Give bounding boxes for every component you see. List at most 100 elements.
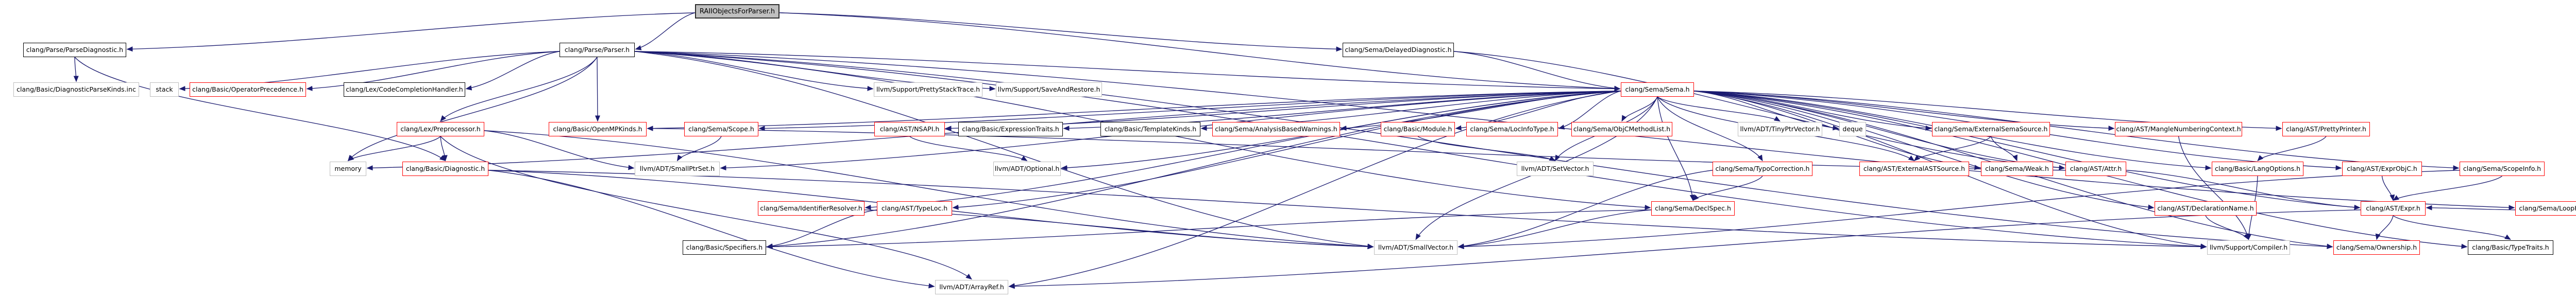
edge-sema-to-arrayref [1008,91,1621,289]
graph-node-specifiers[interactable]: clang/Basic/Specifiers.h [683,240,766,255]
edge-typocorr-to-declspec [1692,175,1763,201]
graph-node-extastsrc[interactable]: clang/AST/ExternalASTSource.h [1859,162,1969,176]
edge-preproc-to-smallvector [484,130,1374,249]
edge-parser-to-smallvector [634,51,1374,249]
edge-extsemasrc-to-weak [1990,136,2018,162]
graph-node-parsekindsinc: clang/Basic/DiagnosticParseKinds.inc [13,82,139,97]
edge-scopeinfo-to-smallvector [1458,170,2460,250]
edge-delayeddiag-to-attr [1453,51,2065,170]
edge-scopeinfo-to-expr [2393,175,2502,201]
graph-node-templkinds[interactable]: clang/Basic/TemplateKinds.h [1100,122,1200,136]
edge-extsemasrc-to-extastsrc [1913,136,1991,162]
edge-delayeddiag-to-sema [1453,51,1621,91]
graph-node-stack: stack [150,82,179,97]
edge-parser-to-preproc [440,57,598,122]
edge-manglenum-to-compiler [2178,136,2250,240]
graph-node-scope[interactable]: clang/Sema/Scope.h [684,122,758,136]
graph-node-typeloc[interactable]: clang/AST/TypeLoc.h [877,201,952,216]
graph-node-expr[interactable]: clang/AST/Expr.h [2361,201,2426,216]
graph-node-locinfo[interactable]: clang/Sema/LocInfoType.h [1466,122,1558,136]
graph-node-exprobjc[interactable]: clang/AST/ExprObjC.h [2342,162,2422,176]
graph-node-tinyptr: llvm/ADT/TinyPtrVector.h [1738,122,1822,136]
edge-declspec-to-specifiers [766,209,1652,250]
graph-node-langopts[interactable]: clang/Basic/LangOptions.h [2212,162,2303,176]
graph-node-sema[interactable]: clang/Sema/Sema.h [1621,82,1694,97]
graph-node-declspec[interactable]: clang/Sema/DeclSpec.h [1651,201,1735,216]
graph-node-opprec[interactable]: clang/Basic/OperatorPrecedence.h [190,82,306,97]
graph-node-preproc[interactable]: clang/Lex/Preprocessor.h [397,122,484,136]
graph-node-nsapi[interactable]: clang/AST/NSAPI.h [874,122,945,136]
edge-preproc-to-diagnostic [440,136,448,162]
edge-preproc-to-memory [347,136,441,162]
graph-node-delayeddiag[interactable]: clang/Sema/DelayedDiagnostic.h [1343,43,1454,57]
graph-node-weak[interactable]: clang/Sema/Weak.h [1981,162,2053,176]
graph-node-prettystack: llvm/Support/PrettyStackTrace.h [874,82,982,97]
edge-parser-to-openmp [595,57,600,122]
edge-parser-to-prettystack [634,51,874,91]
edge-expr-to-typetraits [2393,215,2511,240]
graph-node-exprtraits[interactable]: clang/Basic/ExpressionTraits.h [958,122,1063,136]
edge-exprobjc-to-expr [2381,175,2395,201]
graph-node-attr[interactable]: clang/AST/Attr.h [2065,162,2126,176]
graph-node-analysisbw[interactable]: clang/Sema/AnalysisBasedWarnings.h [1212,122,1340,136]
edge-root-to-delayeddiag [779,12,1343,52]
graph-node-scopeinfo[interactable]: clang/Sema/ScopeInfo.h [2460,162,2545,176]
edge-parser-to-compiler [634,51,2207,250]
graph-node-parser[interactable]: clang/Parse/Parser.h [560,43,635,57]
edge-root-to-parsediag [126,12,696,52]
graph-node-saveandrestore: llvm/Support/SaveAndRestore.h [996,82,1102,97]
edge-module-to-setvector [1417,136,1556,162]
edge-sema-to-tinyptr [1657,96,1781,122]
edge-diagnostic-to-arrayref [488,170,935,289]
edge-typocorr-to-smallvector [1458,170,1713,249]
graph-node-smallvector: llvm/ADT/SmallVector.h [1374,240,1458,255]
graph-node-deque: deque [1839,122,1866,136]
edge-loophint-to-expr [2426,205,2516,210]
graph-root-node: RAIIObjectsForParser.h [695,4,779,19]
edge-sema-to-openmp [647,91,1621,131]
graph-node-openmp[interactable]: clang/Basic/OpenMPKinds.h [549,122,647,136]
graph-node-smallptrset: llvm/ADT/SmallPtrSet.h [635,162,720,176]
edge-diagnostic-to-compiler [488,170,2207,250]
edge-scope-to-smallptrset [676,136,722,162]
graph-node-diagnostic[interactable]: clang/Basic/Diagnostic.h [402,162,488,176]
graph-node-manglenum[interactable]: clang/AST/MangleNumberingContext.h [2115,122,2242,136]
graph-node-typocorr[interactable]: clang/Sema/TypoCorrection.h [1713,162,1812,176]
edge-declspec-to-smallvector [1458,209,1652,249]
edge-attr-to-openmp [647,126,2066,171]
edge-parsediag-to-diagnostic [74,57,446,162]
graph-node-typetraits[interactable]: clang/Basic/TypeTraits.h [2468,240,2553,255]
graph-node-codecomp[interactable]: clang/Lex/CodeCompletionHandler.h [344,82,465,97]
edge-declname-to-compiler [2205,215,2249,240]
graph-node-extsemasrc[interactable]: clang/Sema/ExternalSemaSource.h [1932,122,2050,136]
graph-node-optional: llvm/ADT/Optional.h [993,162,1061,176]
graph-node-objcmethodlist[interactable]: clang/Sema/ObjCMethodList.h [1571,122,1672,136]
edge-preproc-to-smallptrset [484,130,635,170]
edge-preproc-to-arrayref [440,136,972,280]
graph-node-prettyprinter[interactable]: clang/AST/PrettyPrinter.h [2282,122,2370,136]
graph-node-module[interactable]: clang/Basic/Module.h [1381,122,1455,136]
graph-node-declname[interactable]: clang/AST/DeclarationName.h [2155,201,2257,216]
edge-root-to-parser [635,12,696,50]
edge-expr-to-arrayref [1008,209,2361,289]
edge-parser-to-opprec [306,51,560,91]
edge-sema-to-scopeinfo [1693,91,2460,171]
edge-parser-to-codecomp [465,51,560,91]
graph-node-ownership[interactable]: clang/Sema/Ownership.h [2333,240,2420,255]
edge-parser-to-memory [347,57,598,162]
edge-sema-to-declspec [1657,96,1695,201]
edge-root-to-sema [779,12,1621,92]
graph-node-memory: memory [330,162,366,176]
graph-node-parsediag[interactable]: clang/Parse/ParseDiagnostic.h [23,43,126,57]
graph-node-setvector: llvm/ADT/SetVector.h [1517,162,1594,176]
edge-parser-to-sema [634,51,1621,92]
edge-sema-to-typeloc [952,91,1621,210]
edge-sema-to-objcmethodlist [1621,96,1658,122]
graph-node-loophint[interactable]: clang/Sema/LoopHint.h [2515,201,2576,216]
edge-prettyprinter-to-langopts [2257,136,2327,162]
graph-node-identres[interactable]: clang/Sema/IdentifierResolver.h [758,201,865,216]
edge-sema-to-identres [865,91,1621,210]
edge-nsapi-to-optional [909,136,1028,162]
graph-node-arrayref: llvm/ADT/ArrayRef.h [935,280,1008,294]
